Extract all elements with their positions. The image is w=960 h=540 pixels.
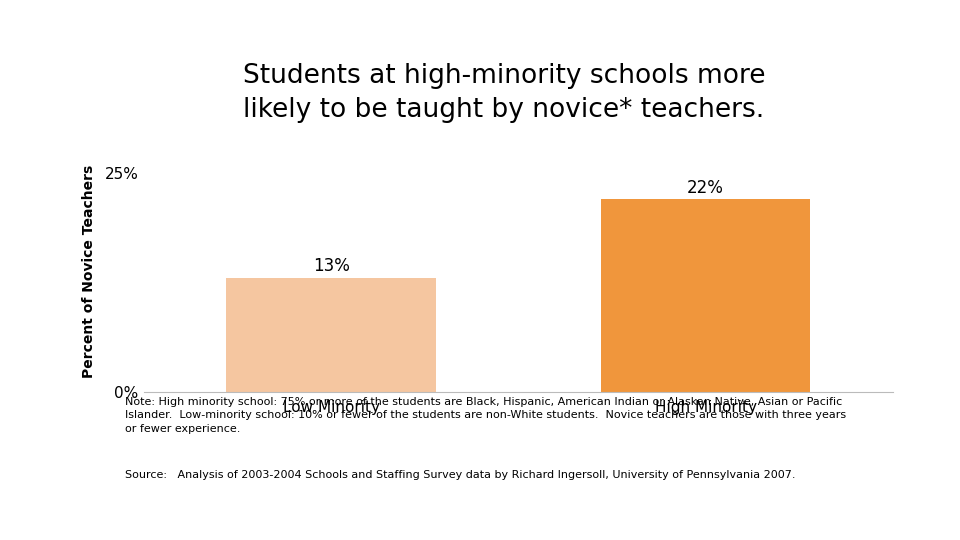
Text: 13%: 13%	[313, 257, 349, 275]
Bar	[601, 199, 810, 392]
Text: Note: High minority school: 75% or more of the students are Black, Hispanic, Ame: Note: High minority school: 75% or more …	[125, 397, 846, 434]
Text: © 2017 THE EDUCATION TRUST: © 2017 THE EDUCATION TRUST	[722, 513, 941, 526]
Bar	[227, 278, 436, 392]
Text: Students at high-minority schools more
likely to be taught by novice* teachers.: Students at high-minority schools more l…	[243, 63, 765, 123]
Y-axis label: Percent of Novice Teachers: Percent of Novice Teachers	[83, 165, 96, 378]
Text: 22%: 22%	[687, 179, 724, 197]
Text: Source:   Analysis of 2003-2004 Schools and Staffing Survey data by Richard Inge: Source: Analysis of 2003-2004 Schools an…	[125, 470, 795, 480]
